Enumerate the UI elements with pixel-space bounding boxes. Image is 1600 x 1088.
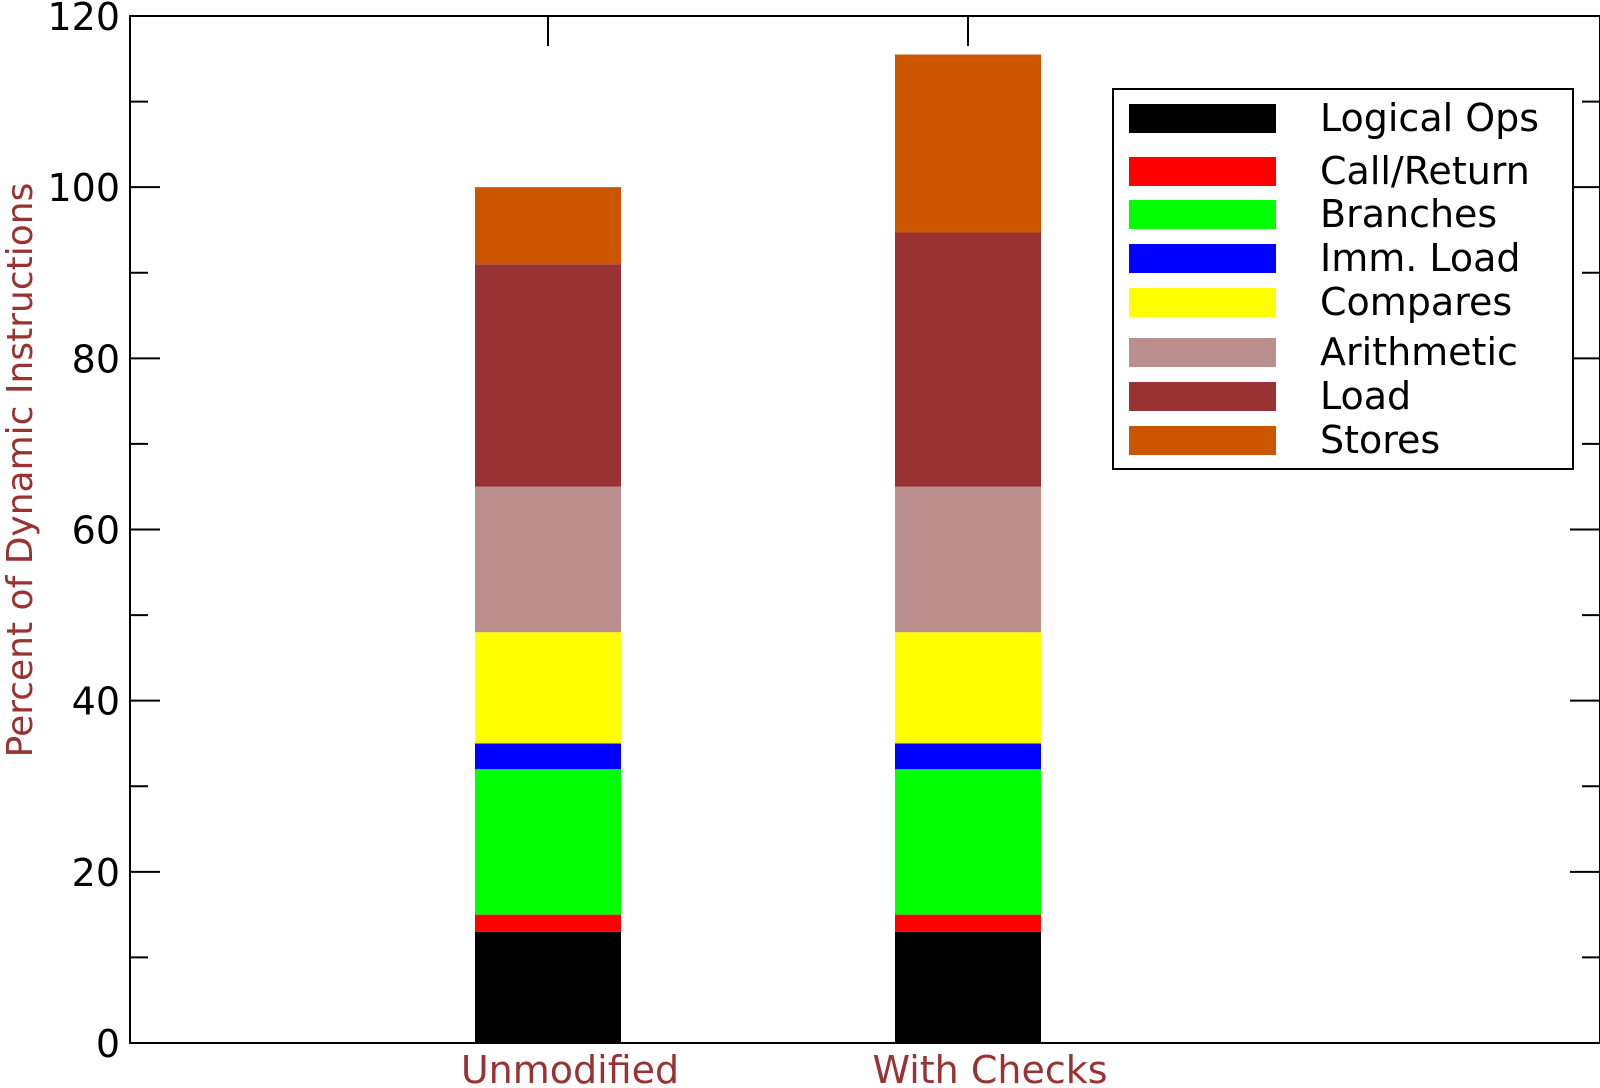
ticks-layer bbox=[130, 15, 1600, 1044]
y-tick-label: 0 bbox=[96, 1022, 120, 1066]
y-tick-label: 120 bbox=[47, 0, 120, 39]
bar-segment-1-4 bbox=[475, 743, 621, 770]
y-tick-label: 60 bbox=[72, 509, 120, 553]
x-category-labels: Unmodified With Checks bbox=[461, 1048, 1108, 1088]
y-tick-label: 40 bbox=[72, 680, 120, 724]
legend-label: Call/Return bbox=[1320, 149, 1530, 193]
bar-segment-2-2 bbox=[895, 914, 1041, 932]
bar-segment-2-5 bbox=[895, 632, 1041, 744]
legend-label: Branches bbox=[1320, 192, 1497, 236]
y-axis-title: Percent of Dynamic Instructions bbox=[0, 183, 41, 758]
legend-swatch bbox=[1129, 288, 1276, 317]
bar-segment-1-3 bbox=[475, 769, 621, 915]
y-tick-labels: 0 20 40 60 80 100 120 bbox=[47, 0, 120, 1066]
y-tick-label: 20 bbox=[72, 851, 120, 895]
legend-swatch bbox=[1129, 104, 1276, 133]
bar-segment-2-3 bbox=[895, 769, 1041, 915]
legend-label: Load bbox=[1320, 374, 1411, 418]
bar-segment-1-6 bbox=[475, 486, 621, 633]
legend-swatch bbox=[1129, 244, 1276, 273]
bar-segment-1-5 bbox=[475, 632, 621, 744]
legend-label: Stores bbox=[1320, 418, 1440, 462]
bar-segment-1-8 bbox=[475, 187, 621, 265]
legend-swatch bbox=[1129, 426, 1276, 455]
legend-label: Logical Ops bbox=[1320, 96, 1539, 140]
bars-layer bbox=[475, 54, 1041, 1043]
bar-segment-2-6 bbox=[895, 486, 1041, 633]
bar-segment-2-8 bbox=[895, 54, 1041, 233]
y-tick-label: 100 bbox=[47, 166, 120, 210]
bar-segment-1-7 bbox=[475, 264, 621, 487]
bar-segment-2-4 bbox=[895, 743, 1041, 770]
legend-label: Imm. Load bbox=[1320, 236, 1521, 280]
y-tick-label: 80 bbox=[72, 337, 120, 381]
legend-label: Arithmetic bbox=[1320, 330, 1518, 374]
legend-label: Compares bbox=[1320, 280, 1512, 324]
legend-swatch bbox=[1129, 200, 1276, 229]
bar-segment-1-2 bbox=[475, 914, 621, 932]
bar-segment-2-7 bbox=[895, 232, 1041, 487]
x-category-label: Unmodified bbox=[461, 1048, 679, 1088]
x-category-label: With Checks bbox=[872, 1048, 1107, 1088]
legend-swatch bbox=[1129, 157, 1276, 186]
legend-swatch bbox=[1129, 338, 1276, 367]
legend-swatch bbox=[1129, 382, 1276, 411]
